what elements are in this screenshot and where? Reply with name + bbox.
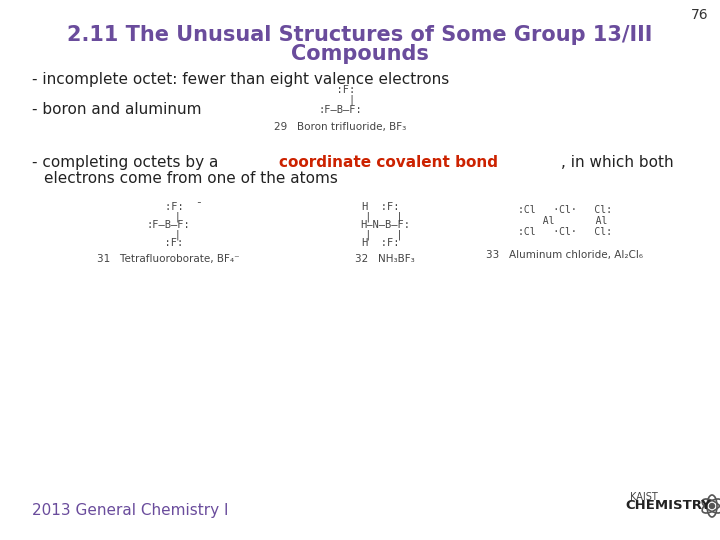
Text: 2.11 The Unusual Structures of Some Group 13/III: 2.11 The Unusual Structures of Some Grou… (67, 25, 653, 45)
Text: - completing octets by a: - completing octets by a (32, 155, 223, 170)
Text: |    |: | | (359, 211, 403, 222)
Text: :Cl   ·Cl·   Cl:: :Cl ·Cl· Cl: (518, 227, 612, 237)
Text: |: | (156, 211, 181, 222)
Text: :F:: :F: (153, 239, 184, 248)
Text: |: | (156, 230, 181, 240)
Text: :F:  ¯: :F: ¯ (166, 202, 203, 213)
Text: |    |: | | (359, 230, 403, 240)
Text: Al       Al: Al Al (531, 216, 607, 226)
Text: 29   Boron trifluoride, BF₃: 29 Boron trifluoride, BF₃ (274, 122, 406, 132)
Text: , in which both: , in which both (562, 155, 674, 170)
Text: electrons come from one of the atoms: electrons come from one of the atoms (44, 171, 338, 186)
Text: CHEMISTRY: CHEMISTRY (625, 499, 711, 512)
Text: H  :F:: H :F: (362, 239, 400, 248)
Text: 2013 General Chemistry I: 2013 General Chemistry I (32, 503, 228, 518)
Text: 31   Tetrafluoroborate, BF₄⁻: 31 Tetrafluoroborate, BF₄⁻ (96, 254, 239, 264)
Text: :F:: :F: (325, 85, 356, 95)
Circle shape (709, 503, 714, 509)
Text: 76: 76 (690, 8, 708, 22)
Text: Compounds: Compounds (291, 44, 429, 64)
Text: :F–B–F:: :F–B–F: (318, 105, 362, 115)
Text: H–N–B–F:: H–N–B–F: (360, 220, 410, 231)
Text: H  :F:: H :F: (362, 202, 400, 213)
Text: coordinate covalent bond: coordinate covalent bond (279, 155, 498, 170)
Text: 32   NH₃BF₃: 32 NH₃BF₃ (355, 254, 415, 264)
Text: - incomplete octet: fewer than eight valence electrons: - incomplete octet: fewer than eight val… (32, 72, 449, 87)
Text: KAIST: KAIST (630, 492, 658, 502)
Text: :Cl   ·Cl·   Cl:: :Cl ·Cl· Cl: (518, 205, 612, 215)
Text: |: | (325, 94, 356, 105)
Text: - boron and aluminum: - boron and aluminum (32, 102, 202, 117)
Text: :F–B–F:: :F–B–F: (146, 220, 190, 231)
Text: 33   Aluminum chloride, Al₂Cl₆: 33 Aluminum chloride, Al₂Cl₆ (487, 250, 644, 260)
